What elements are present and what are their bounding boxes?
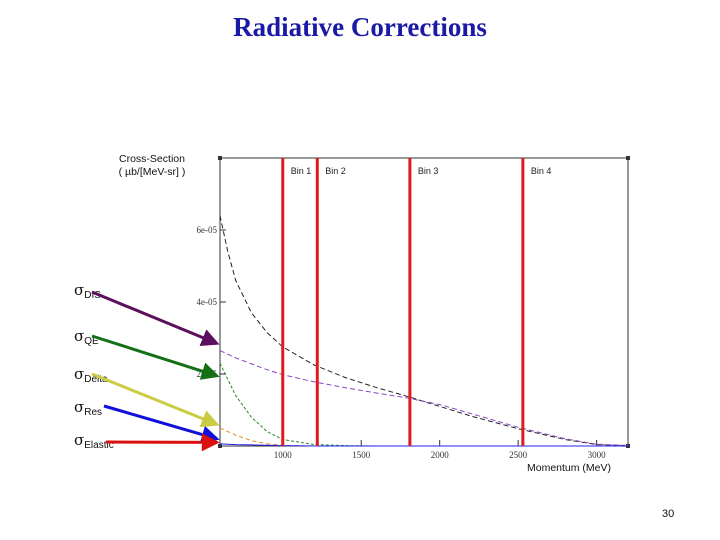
arrow-dis	[91, 290, 220, 347]
bin-label-2: Bin 2	[325, 166, 346, 176]
curve-delta	[219, 427, 628, 447]
bin-label-1: Bin 1	[291, 166, 312, 176]
curve-total	[219, 215, 629, 447]
y-axis-label: Cross-Section ( µb/[MeV-sr] )	[112, 153, 192, 179]
y-tick-label: 6e-05	[197, 225, 218, 235]
curve-qe	[219, 362, 628, 447]
frame-corner-1	[626, 156, 630, 160]
sigma-delta-label: σDelta	[74, 365, 108, 385]
x-axis-label: Momentum (MeV)	[527, 462, 612, 474]
plot-frame	[219, 157, 629, 447]
frame-corner-2	[218, 444, 222, 448]
arrow-delta	[91, 372, 220, 428]
arrow-res	[103, 404, 220, 444]
page-number: 30	[662, 508, 675, 520]
sigma-elastic-label: σElastic	[74, 431, 114, 451]
y-axis-label-line-1: Cross-Section	[119, 153, 185, 165]
x-tick-label: 3000	[588, 450, 607, 460]
bin-label-4: Bin 4	[531, 166, 552, 176]
y-axis-label-line-2: ( µb/[MeV-sr] )	[118, 166, 186, 178]
sigma-qe-label: σQE	[74, 327, 99, 347]
frame-corner-0	[218, 156, 222, 160]
sigma-dis-label: σDIS	[74, 281, 101, 301]
x-tick-label: 2500	[509, 450, 528, 460]
bin-label-3: Bin 3	[418, 166, 439, 176]
curve-dis	[219, 350, 629, 447]
sigma-res-label: σRes	[74, 398, 103, 418]
curve-elastic	[219, 443, 628, 447]
arrow-qe	[91, 334, 220, 380]
x-tick-label: 2000	[431, 450, 450, 460]
slide-title: Radiative Corrections	[233, 12, 487, 42]
x-tick-label: 1000	[274, 450, 293, 460]
y-tick-label: 4e-05	[197, 297, 218, 307]
x-tick-label: 1500	[352, 450, 371, 460]
